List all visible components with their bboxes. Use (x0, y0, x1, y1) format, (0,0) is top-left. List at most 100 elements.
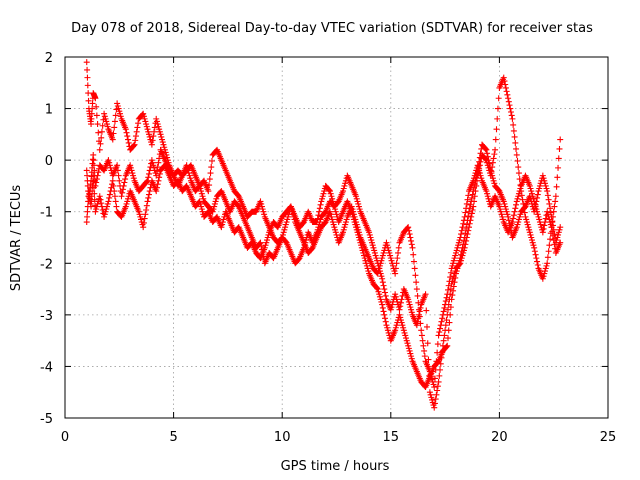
data-point (548, 224, 555, 231)
data-point (371, 247, 378, 254)
data-point (146, 167, 153, 174)
data-point (199, 193, 206, 200)
data-point (451, 279, 458, 286)
data-point (452, 252, 459, 259)
data-point (405, 296, 412, 303)
data-point (376, 291, 383, 298)
data-point (355, 229, 362, 236)
axis-ticks: 0 5 10 15 20 25 -5 -4 -3 -2 -1 0 1 2 (40, 51, 616, 445)
data-point (388, 304, 395, 311)
data-point (89, 177, 96, 184)
data-point (452, 270, 459, 277)
data-point (556, 226, 563, 233)
data-point (392, 291, 399, 298)
data-point (353, 193, 360, 200)
data-point (386, 249, 393, 256)
data-point (502, 203, 509, 210)
data-point (541, 177, 548, 184)
data-point (332, 206, 339, 213)
data-point (393, 296, 400, 303)
data-point (408, 309, 415, 316)
data-point (544, 192, 551, 199)
data-point (122, 126, 129, 133)
data-point (516, 188, 523, 195)
data-point (400, 327, 407, 334)
data-point (205, 188, 212, 195)
data-point (327, 190, 334, 197)
data-point (340, 188, 347, 195)
data-point (328, 213, 335, 220)
data-point (380, 282, 387, 289)
data-point (383, 322, 390, 329)
data-point (133, 128, 140, 135)
data-point (90, 162, 97, 169)
data-point (546, 216, 553, 223)
data-point (151, 124, 158, 131)
data-point (148, 157, 155, 164)
data-point (185, 167, 192, 174)
data-point (141, 215, 148, 222)
data-point (421, 347, 428, 354)
data-point (136, 211, 143, 218)
data-point (463, 200, 470, 207)
data-point (453, 247, 460, 254)
data-point (557, 224, 564, 231)
data-point (122, 176, 129, 183)
data-point (84, 74, 91, 81)
data-point (512, 205, 519, 212)
data-point (134, 124, 141, 131)
data-point (409, 244, 416, 251)
data-point (85, 97, 92, 104)
data-point (437, 325, 444, 332)
data-point (431, 404, 438, 411)
data-point (121, 179, 128, 186)
data-point (137, 213, 144, 220)
data-point (155, 123, 162, 130)
data-point (330, 221, 337, 228)
data-point (477, 150, 484, 157)
data-point (96, 146, 103, 153)
data-point (389, 262, 396, 269)
data-point (114, 100, 121, 107)
data-point (402, 332, 409, 339)
data-point (130, 172, 137, 179)
data-point (418, 332, 425, 339)
data-point (424, 323, 430, 330)
data-point (452, 249, 459, 256)
data-point (94, 121, 101, 128)
data-point (397, 314, 404, 321)
data-point (392, 265, 399, 272)
data-point (372, 252, 379, 259)
data-point (502, 206, 509, 213)
data-point (329, 216, 336, 223)
data-point (321, 209, 328, 216)
data-point (331, 224, 338, 231)
data-point (332, 208, 339, 215)
data-point (508, 112, 515, 119)
data-point (426, 368, 433, 375)
data-point (544, 260, 551, 267)
data-point (537, 221, 544, 228)
data-point (395, 304, 402, 311)
data-point (465, 208, 472, 215)
data-point (429, 376, 436, 383)
data-point (533, 206, 540, 213)
data-point (455, 242, 462, 249)
data-point (258, 200, 265, 207)
data-point (495, 95, 502, 102)
data-point (146, 188, 153, 195)
data-point (457, 255, 464, 262)
data-point (534, 262, 541, 269)
data-point (461, 213, 468, 220)
data-point (103, 121, 110, 128)
data-point (547, 205, 554, 212)
data-point (382, 315, 389, 322)
data-point (555, 229, 562, 236)
data-point (528, 234, 535, 241)
data-point (127, 164, 134, 171)
data-point (388, 257, 395, 264)
data-point (155, 177, 162, 184)
data-point (169, 171, 176, 178)
data-point (444, 291, 451, 298)
data-point (135, 120, 142, 127)
